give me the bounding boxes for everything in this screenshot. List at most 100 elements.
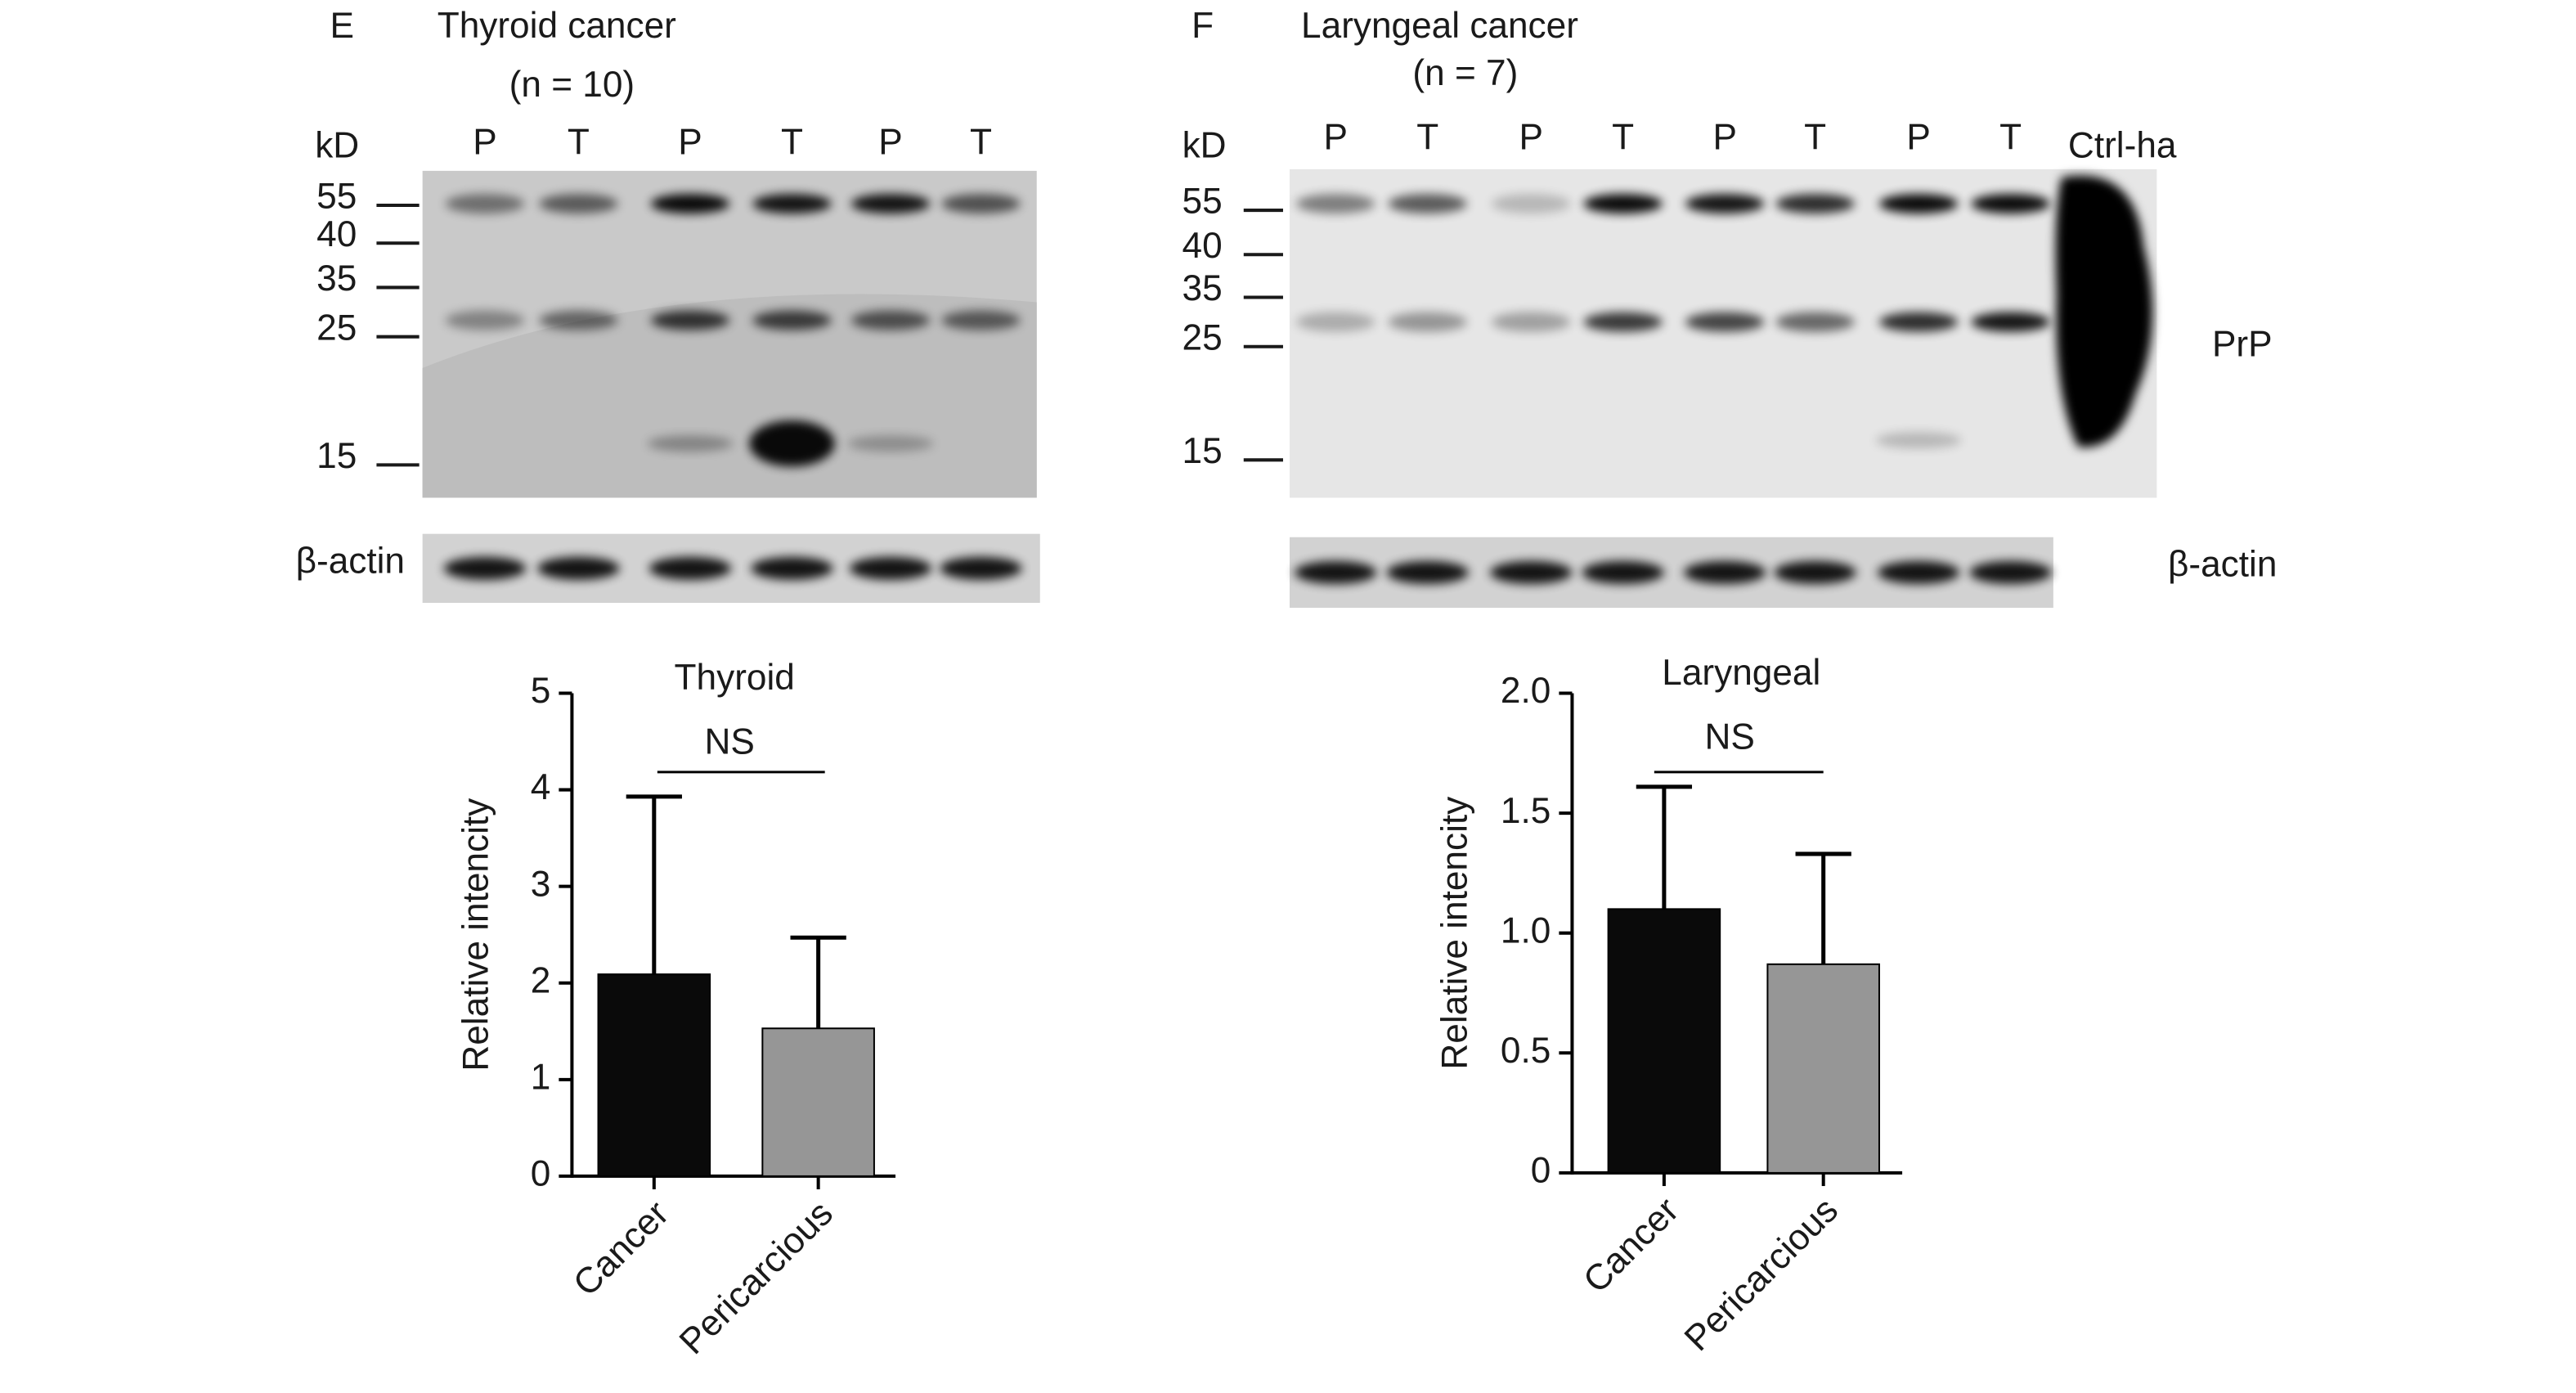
band	[539, 193, 618, 214]
actin-band	[1386, 560, 1469, 584]
bar	[597, 973, 711, 1177]
y-tick-label: 5	[531, 671, 551, 711]
y-axis-label: Relative intencity	[1435, 797, 1475, 1070]
x-tick-label: Cancer	[1576, 1190, 1686, 1301]
marker-label: 40	[1183, 226, 1223, 266]
band	[650, 193, 730, 214]
y-tick-label: 2.0	[1501, 671, 1551, 711]
actin-band	[940, 556, 1022, 580]
marker-label: 25	[1183, 317, 1223, 357]
loading-label: β-actin	[296, 541, 405, 582]
band	[1583, 193, 1663, 214]
lane-label: T	[1612, 117, 1634, 157]
x-tick-label: Pericarcious	[672, 1193, 841, 1363]
band	[1971, 193, 2050, 214]
band	[1878, 193, 1959, 214]
marker-label: 15	[316, 436, 357, 476]
bar	[1766, 963, 1880, 1174]
lane-label: P	[878, 122, 902, 162]
actin-band	[1969, 560, 2052, 584]
panel-label: F	[1192, 6, 1214, 46]
actin-band	[1295, 560, 1377, 584]
blot-title: Thyroid cancer	[438, 6, 676, 46]
chart-title: Laryngeal	[1662, 653, 1820, 693]
marker-label: 40	[316, 214, 357, 254]
lane-label: P	[1712, 117, 1736, 157]
y-tick-label: 0.5	[1501, 1031, 1551, 1071]
band	[539, 310, 618, 330]
blot-title: Laryngeal cancer	[1301, 6, 1578, 46]
band	[1878, 312, 1959, 332]
actin-band	[1774, 560, 1856, 584]
y-tick-label: 0	[1531, 1151, 1551, 1191]
y-tick-label: 1	[531, 1057, 551, 1097]
lane-label: T	[1804, 117, 1826, 157]
marker-label: 15	[1183, 431, 1223, 471]
lane-label: T	[1999, 117, 2022, 157]
lane-label: P	[678, 122, 702, 162]
marker-label: 35	[1183, 268, 1223, 308]
band	[1296, 312, 1376, 332]
lane-label: P	[1906, 117, 1930, 157]
lane-label: P	[1519, 117, 1542, 157]
marker-label: 55	[1183, 182, 1223, 222]
control-lane	[2055, 175, 2153, 447]
actin-band	[1877, 560, 1960, 584]
band	[1875, 432, 1962, 449]
actin-band	[537, 556, 620, 580]
actin-band	[648, 556, 732, 580]
significance-label: NS	[705, 721, 755, 762]
y-tick-label: 4	[531, 767, 551, 807]
lane-label: T	[568, 122, 590, 162]
y-tick-label: 2	[531, 960, 551, 1000]
control-label: Ctrl-ha	[2068, 125, 2177, 165]
band	[752, 193, 832, 214]
band	[850, 193, 931, 214]
bar	[1607, 908, 1721, 1174]
marker-label: 25	[316, 308, 357, 348]
marker-label: 55	[316, 177, 357, 217]
band	[1388, 193, 1467, 214]
actin-band	[443, 556, 527, 580]
band	[850, 310, 931, 330]
band	[941, 193, 1021, 214]
bar	[761, 1027, 875, 1177]
band	[1775, 312, 1855, 332]
band	[1685, 193, 1765, 214]
band	[445, 310, 525, 330]
loading-label: β-actin	[2168, 545, 2277, 585]
actin-band	[1582, 560, 1664, 584]
panel-label: E	[330, 6, 354, 46]
lane-label: P	[473, 122, 496, 162]
lane-label: T	[1416, 117, 1438, 157]
actin-band	[849, 556, 932, 580]
lane-label: T	[970, 122, 992, 162]
band	[1583, 312, 1663, 332]
x-tick-label: Pericarcious	[1677, 1190, 1847, 1359]
band	[1492, 193, 1571, 214]
y-tick-label: 1.0	[1501, 910, 1551, 950]
band	[847, 435, 934, 452]
y-axis-label: Relative intencity	[456, 798, 496, 1072]
lane-label: P	[1324, 117, 1348, 157]
y-tick-label: 0	[531, 1154, 551, 1194]
blot-membrane	[1290, 169, 2157, 498]
significance-label: NS	[1705, 717, 1755, 757]
actin-band	[751, 556, 833, 580]
actin-band	[1683, 560, 1766, 584]
band	[749, 420, 835, 467]
band	[1388, 312, 1467, 332]
band	[647, 435, 734, 452]
band	[650, 310, 730, 330]
sample-size: (n = 7)	[1412, 53, 1518, 93]
marker-label: 35	[316, 258, 357, 299]
sample-size: (n = 10)	[509, 65, 635, 105]
band	[1775, 193, 1855, 214]
kd-label: kD	[1183, 125, 1227, 165]
actin-band	[1490, 560, 1573, 584]
x-tick-label: Cancer	[566, 1193, 676, 1304]
chart-title: Thyroid	[675, 658, 795, 698]
band	[752, 310, 832, 330]
kd-label: kD	[315, 125, 359, 165]
